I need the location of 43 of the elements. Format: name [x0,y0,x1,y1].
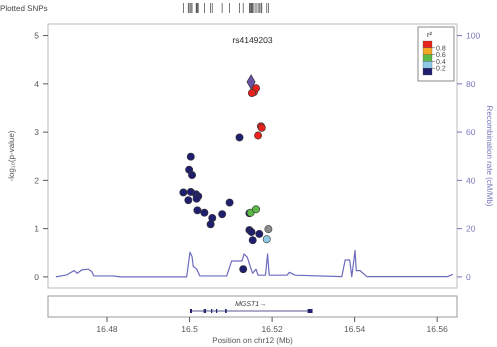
line-series [55,250,454,278]
y2-tick-label: 60 [466,127,476,138]
y2-tick-label: 0 [466,272,471,282]
text: Plotted SNPs [0,4,48,13]
point [193,206,202,214]
point [248,228,256,236]
point [208,214,216,222]
point [186,152,195,161]
point [254,132,262,140]
y-tick-label: 2 [34,175,40,186]
point [206,220,215,228]
y-tick-label: 4 [34,78,40,89]
y-axis-title: -log₁₀(p-value) [7,130,16,182]
x-tick-label: 16.56 [426,324,448,334]
x-tick-label: 16.52 [261,324,284,334]
point [252,205,260,214]
x-axis-title: Position on chr12 (Mb) [212,336,294,345]
y-tick-label: 5 [34,30,40,41]
point [188,171,196,180]
y2-tick-label: 80 [466,78,476,89]
point [226,198,234,207]
point [264,225,272,234]
point [236,133,244,142]
y2-axis-title: Recombination rate (cM/Mb) [485,106,494,207]
y2-tick-label: 20 [466,224,476,234]
point [262,235,271,244]
y-tick-label: 3 [34,127,40,138]
point [179,188,188,196]
x-tick-label: 16.48 [96,324,118,334]
y-tick-label: 0 [34,272,40,282]
y2-tick-label: 100 [466,30,480,41]
point [218,210,226,218]
y-tick-label: 1 [34,224,40,234]
point [184,196,192,204]
point [239,265,248,274]
annotation: rs4149203 [232,35,273,45]
x-tick-label: 16.54 [344,324,366,334]
point [248,236,257,244]
point [200,208,208,217]
point [255,230,264,238]
x-tick-label: 16.5 [181,324,198,334]
y2-tick-label: 40 [466,175,476,186]
point [192,194,201,203]
